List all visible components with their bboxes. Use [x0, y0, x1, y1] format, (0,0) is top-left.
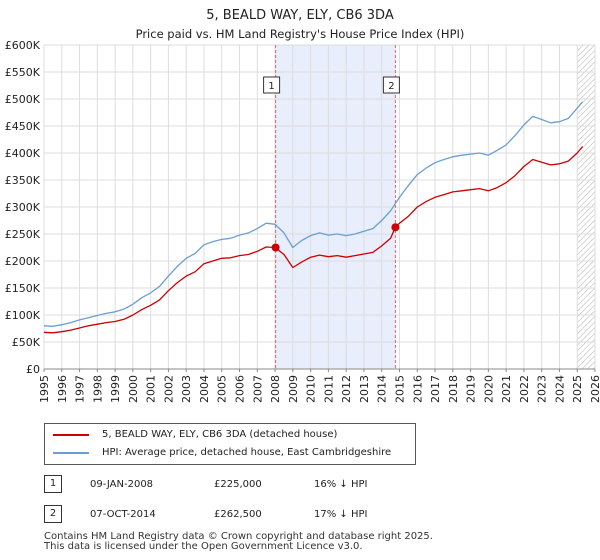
x-tick-label: 1997	[74, 375, 87, 403]
chart-subtitle: Price paid vs. HM Land Registry's House …	[136, 27, 465, 41]
x-tick-label: 2010	[305, 375, 318, 403]
sale-date: 09-JAN-2008	[90, 479, 154, 490]
sale-point	[391, 223, 400, 232]
sale-badge: 2	[44, 505, 62, 523]
footer-copyright: Contains HM Land Registry data © Crown c…	[44, 531, 433, 542]
sale-label: 2	[388, 81, 394, 92]
y-tick-label: £550K	[5, 66, 41, 79]
x-tick-label: 2007	[251, 375, 264, 403]
sale-hpi-delta: 16% ↓ HPI	[314, 479, 368, 490]
legend-label-property: 5, BEALD WAY, ELY, CB6 3DA (detached hou…	[102, 429, 338, 440]
x-tick-label: 2008	[269, 375, 282, 403]
y-tick-label: £500K	[5, 93, 41, 106]
x-tick-label: 2023	[536, 375, 549, 403]
x-tick-label: 1998	[91, 375, 104, 403]
sale-label-box	[263, 76, 281, 94]
x-tick-label: 2003	[180, 375, 193, 403]
sale-label: 1	[268, 81, 274, 92]
y-tick-label: £600K	[5, 39, 41, 52]
y-tick-label: £200K	[5, 255, 41, 268]
y-tick-label: £50K	[12, 336, 41, 349]
legend: 5, BEALD WAY, ELY, CB6 3DA (detached hou…	[44, 423, 416, 465]
x-tick-label: 2024	[553, 375, 566, 403]
x-tick-label: 2009	[287, 375, 300, 403]
x-tick-label: 2005	[216, 375, 229, 403]
x-tick-label: 2013	[358, 375, 371, 403]
x-tick-label: 2014	[376, 375, 389, 403]
legend-label-hpi: HPI: Average price, detached house, East…	[102, 447, 392, 458]
x-tick-label: 1999	[109, 375, 122, 403]
x-tick-label: 2004	[198, 375, 211, 403]
x-tick-label: 2011	[322, 375, 335, 403]
x-tick-label: 2020	[482, 375, 495, 403]
sale-price: £262,500	[214, 509, 262, 520]
sale-badge: 1	[44, 475, 62, 493]
x-tick-label: 2021	[500, 375, 513, 403]
sale-hpi-delta: 17% ↓ HPI	[314, 509, 368, 520]
y-tick-label: £100K	[5, 309, 41, 322]
y-tick-label: £150K	[5, 282, 41, 295]
x-tick-label: 2016	[411, 375, 424, 403]
sale-price: £225,000	[214, 479, 262, 490]
y-tick-label: £450K	[5, 120, 41, 133]
x-tick-label: 2025	[571, 375, 584, 403]
sale-point	[271, 243, 280, 252]
x-tick-label: 2006	[234, 375, 247, 403]
y-tick-label: £350K	[5, 174, 41, 187]
legend-swatch-property	[53, 434, 89, 436]
x-tick-label: 2018	[447, 375, 460, 403]
x-tick-label: 2002	[162, 375, 175, 403]
y-tick-label: £300K	[5, 201, 41, 214]
x-tick-label: 1995	[38, 375, 51, 403]
x-tick-label: 2001	[145, 375, 158, 403]
x-tick-label: 2015	[393, 375, 406, 403]
sale-date: 07-OCT-2014	[90, 509, 156, 520]
x-tick-label: 2012	[340, 375, 353, 403]
property-series-line	[43, 146, 584, 334]
x-tick-label: 2026	[589, 375, 600, 403]
y-tick-label: £400K	[5, 147, 41, 160]
x-tick-label: 2017	[429, 375, 442, 403]
x-tick-label: 2022	[518, 375, 531, 403]
x-tick-label: 1996	[56, 375, 69, 403]
legend-swatch-hpi	[53, 452, 89, 454]
chart-title: 5, BEALD WAY, ELY, CB6 3DA	[206, 8, 394, 23]
footer: Contains HM Land Registry data © Crown c…	[44, 532, 433, 552]
footer-license: This data is licensed under the Open Gov…	[44, 541, 363, 552]
y-tick-label: £250K	[5, 228, 41, 241]
hpi-series-line	[43, 101, 584, 327]
x-tick-label: 2019	[465, 375, 478, 403]
sale-label-box	[382, 76, 400, 94]
price-chart: 5, BEALD WAY, ELY, CB6 3DA Price paid vs…	[5, 8, 600, 403]
x-tick-label: 2000	[127, 375, 140, 403]
y-tick-label: £0	[26, 363, 40, 376]
